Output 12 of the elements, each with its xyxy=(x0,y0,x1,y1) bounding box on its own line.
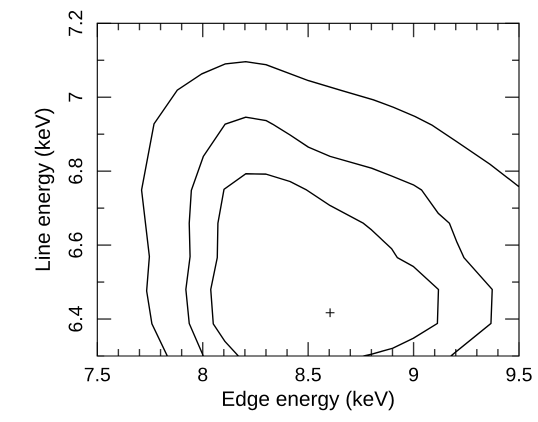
y-tick-label: 6.4 xyxy=(68,306,82,332)
x-tick-label: 8 xyxy=(198,368,208,382)
y-tick-label: 6.6 xyxy=(68,232,82,258)
y-tick-label: 7.2 xyxy=(68,10,82,36)
x-tick-label: 9.5 xyxy=(506,368,532,382)
x-tick-label: 7.5 xyxy=(84,368,110,382)
y-tick-label: 7 xyxy=(68,92,82,102)
x-axis-title: Edge energy (keV) xyxy=(223,390,394,410)
y-axis-title: Line energy (keV) xyxy=(34,108,54,270)
x-tick-label: 9 xyxy=(409,368,418,382)
y-tick-label: 6.8 xyxy=(68,158,82,184)
x-tick-label: 8.5 xyxy=(295,368,321,382)
